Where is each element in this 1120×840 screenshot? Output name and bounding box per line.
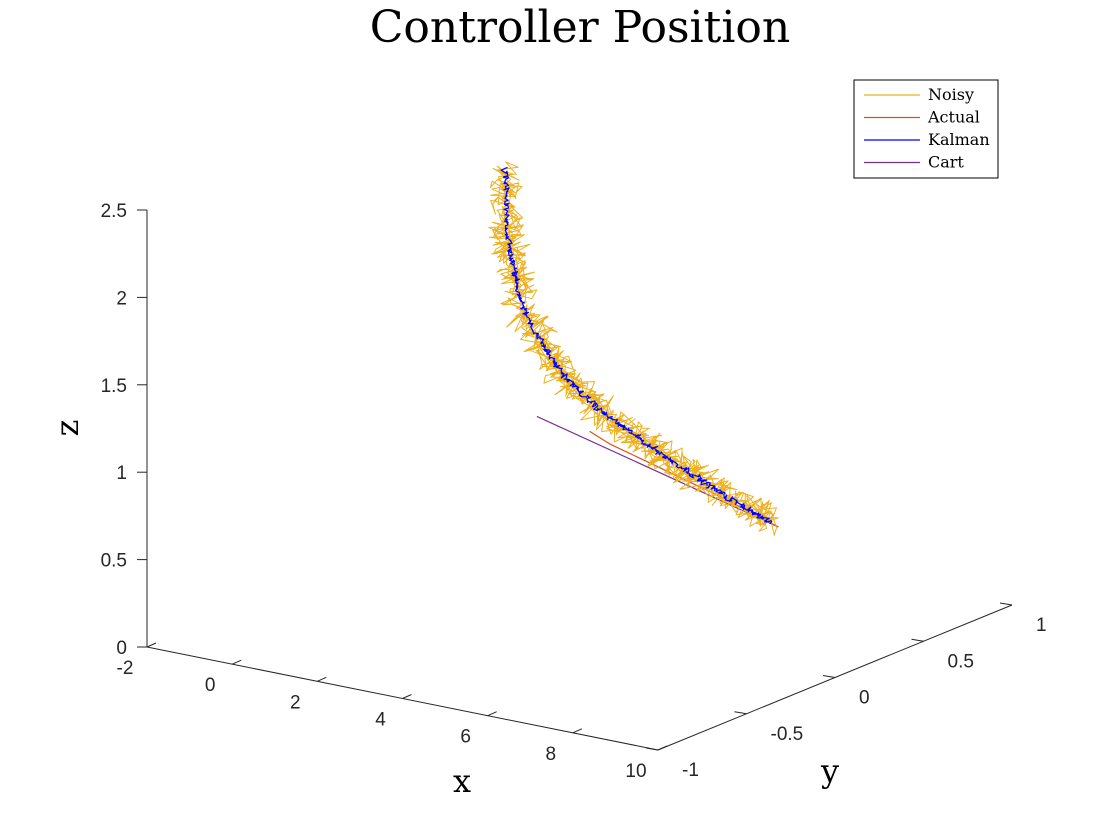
legend-label-cart: Cart [928, 153, 964, 172]
series-line-cart [536, 415, 779, 528]
y-tick-mark [734, 711, 747, 715]
x-tick-mark [487, 711, 497, 717]
series-line-kalman [500, 166, 773, 525]
y-tick-label: 0.5 [948, 651, 974, 672]
y-tick-label: -1 [682, 760, 699, 781]
z-tick-label: 2 [116, 288, 127, 309]
legend-label-kalman: Kalman [928, 130, 990, 149]
z-axis-label: z [48, 420, 86, 437]
x-tick-mark [572, 728, 583, 734]
x-tick-mark [402, 694, 412, 699]
z-tick-label: 0.5 [101, 551, 127, 572]
x-tick-mark [657, 745, 668, 751]
x-tick-label: 8 [546, 744, 557, 765]
legend-label-noisy: Noisy [928, 85, 974, 104]
z-tick-label: 2.5 [101, 201, 127, 222]
x-tick-mark [231, 659, 242, 665]
y-tick-mark [822, 675, 836, 678]
x-tick-mark [317, 676, 327, 682]
x-tick-label: 6 [460, 727, 471, 748]
x-tick-label: 2 [290, 692, 301, 713]
y-tick-label: 1 [1036, 615, 1047, 636]
y-tick-label: -0.5 [771, 724, 804, 745]
z-tick-label: 1.5 [101, 376, 127, 397]
legend: Noisy Actual Kalman Cart [853, 79, 999, 179]
plot-series [488, 161, 779, 536]
x-tick-mark [146, 642, 157, 648]
y-tick-mark [999, 602, 1013, 606]
x-tick-label: 4 [375, 710, 386, 731]
y-tick-mark [911, 638, 924, 642]
y-tick-label: 0 [859, 688, 870, 709]
z-tick-label: 1 [116, 463, 127, 484]
chart-title: Controller Position [370, 2, 790, 53]
y-tick-mark [645, 747, 659, 751]
y-axis-label: y [820, 752, 839, 790]
z-tick-label: 0 [116, 638, 127, 659]
legend-box [853, 79, 999, 179]
x-tick-label: 10 [625, 761, 646, 782]
x-axis-label: x [453, 762, 471, 800]
x-tick-label: -2 [117, 658, 134, 679]
x-tick-label: 0 [205, 675, 216, 696]
legend-label-actual: Actual [927, 108, 980, 127]
